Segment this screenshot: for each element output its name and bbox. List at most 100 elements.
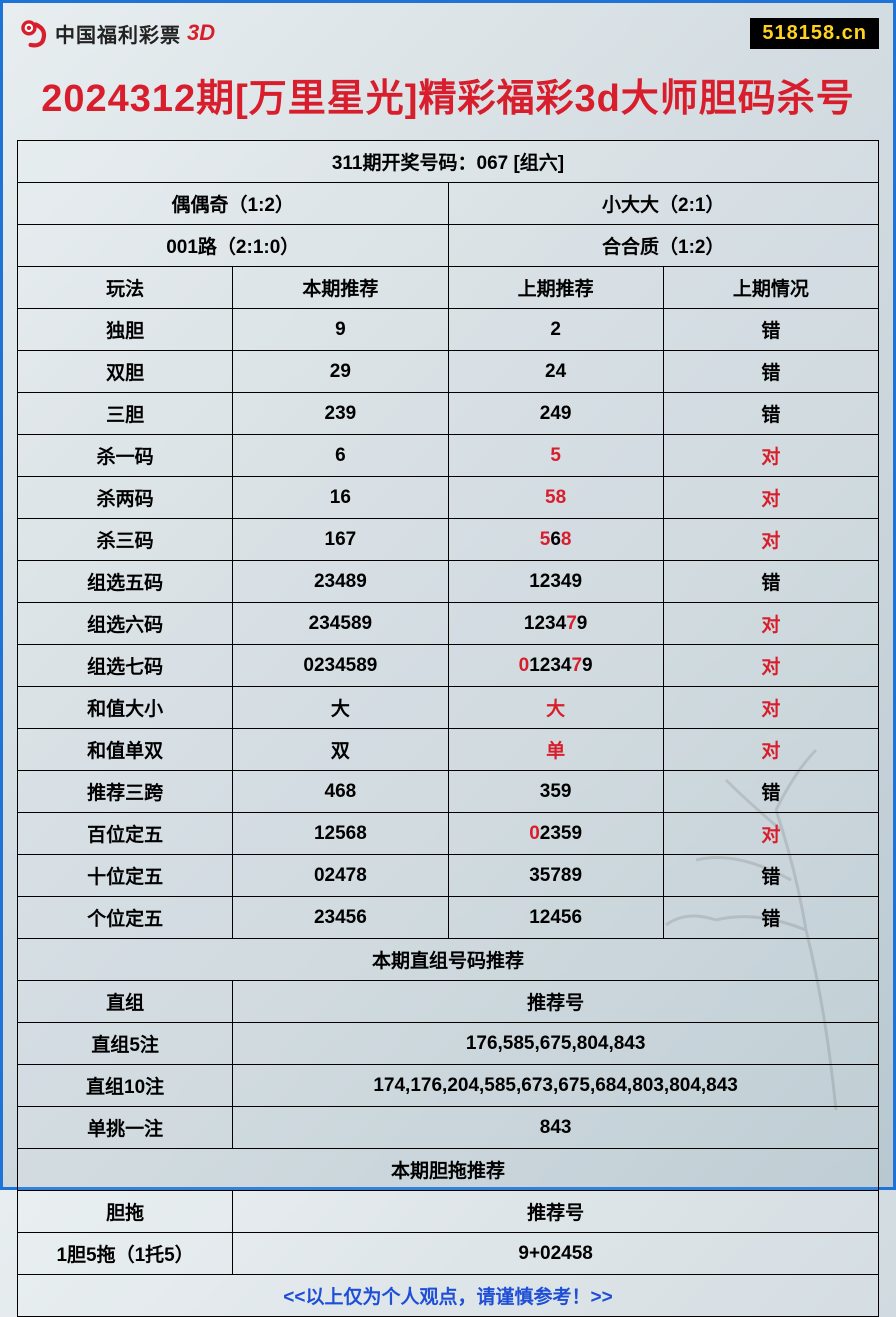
table-row: 独胆92错 <box>18 309 879 351</box>
col-header: 推荐号 <box>233 981 879 1023</box>
current-cell: 167 <box>233 519 448 561</box>
play-cell: 和值大小 <box>18 687 233 729</box>
current-cell: 239 <box>233 393 448 435</box>
table-row: 双胆2924错 <box>18 351 879 393</box>
play-cell: 组选七码 <box>18 645 233 687</box>
label-cell: 单挑一注 <box>18 1107 233 1149</box>
logo-block: 中国福利彩票 3D <box>17 16 215 50</box>
play-cell: 独胆 <box>18 309 233 351</box>
table-row: 十位定五0247835789错 <box>18 855 879 897</box>
status-cell: 错 <box>663 561 878 603</box>
play-cell: 组选五码 <box>18 561 233 603</box>
table-row: 直组10注174,176,204,585,673,675,684,803,804… <box>18 1065 879 1107</box>
col-header: 推荐号 <box>233 1191 879 1233</box>
prev-cell: 02359 <box>448 813 663 855</box>
prev-result-row: 311期开奖号码：067 [组六] <box>18 141 879 183</box>
table-row: 组选七码02345890123479对 <box>18 645 879 687</box>
table-row: 推荐三跨468359错 <box>18 771 879 813</box>
current-cell: 大 <box>233 687 448 729</box>
play-cell: 个位定五 <box>18 897 233 939</box>
label-cell: 1胆5拖（1托5） <box>18 1233 233 1275</box>
value-cell: 843 <box>233 1107 879 1149</box>
table-row: 杀三码167568对 <box>18 519 879 561</box>
table-row: 个位定五2345612456错 <box>18 897 879 939</box>
table-row: 组选五码2348912349错 <box>18 561 879 603</box>
prev-cell: 大 <box>448 687 663 729</box>
prev-cell: 单 <box>448 729 663 771</box>
status-cell: 错 <box>663 309 878 351</box>
play-cell: 双胆 <box>18 351 233 393</box>
page-title: 2024312期[万里星光]精彩福彩3d大师胆码杀号 <box>17 67 879 122</box>
main-table: 311期开奖号码：067 [组六] 偶偶奇（1:2） 小大大（2:1） 001路… <box>17 140 879 1317</box>
current-cell: 9 <box>233 309 448 351</box>
col-header: 胆拖 <box>18 1191 233 1233</box>
play-cell: 十位定五 <box>18 855 233 897</box>
current-cell: 0234589 <box>233 645 448 687</box>
play-cell: 推荐三跨 <box>18 771 233 813</box>
summary-cell: 小大大（2:1） <box>448 183 879 225</box>
section-header: 本期胆拖推荐 <box>18 1149 879 1191</box>
status-cell: 对 <box>663 687 878 729</box>
current-cell: 12568 <box>233 813 448 855</box>
status-cell: 错 <box>663 393 878 435</box>
prev-cell: 58 <box>448 477 663 519</box>
prev-cell: 123479 <box>448 603 663 645</box>
current-cell: 234589 <box>233 603 448 645</box>
play-cell: 杀三码 <box>18 519 233 561</box>
table-row: 1胆5拖（1托5）9+02458 <box>18 1233 879 1275</box>
status-cell: 错 <box>663 771 878 813</box>
site-badge: 518158.cn <box>750 18 879 49</box>
status-cell: 错 <box>663 897 878 939</box>
play-cell: 杀两码 <box>18 477 233 519</box>
prev-cell: 249 <box>448 393 663 435</box>
prev-cell: 24 <box>448 351 663 393</box>
play-cell: 组选六码 <box>18 603 233 645</box>
col-header: 本期推荐 <box>233 267 448 309</box>
summary-cell: 001路（2:1:0） <box>18 225 449 267</box>
table-row: 杀一码65对 <box>18 435 879 477</box>
value-cell: 9+02458 <box>233 1233 879 1275</box>
logo-text: 中国福利彩票 <box>55 19 181 48</box>
table-row: 三胆239249错 <box>18 393 879 435</box>
header: 中国福利彩票 3D 518158.cn <box>17 13 879 53</box>
play-cell: 和值单双 <box>18 729 233 771</box>
table-row: 百位定五1256802359对 <box>18 813 879 855</box>
value-cell: 176,585,675,804,843 <box>233 1023 879 1065</box>
current-cell: 16 <box>233 477 448 519</box>
status-cell: 对 <box>663 729 878 771</box>
col-header: 上期情况 <box>663 267 878 309</box>
current-cell: 29 <box>233 351 448 393</box>
lottery-logo-icon <box>17 16 51 50</box>
table-row: 组选六码234589123479对 <box>18 603 879 645</box>
table-row: 和值大小大大对 <box>18 687 879 729</box>
summary-cell: 合合质（1:2） <box>448 225 879 267</box>
status-cell: 对 <box>663 645 878 687</box>
current-cell: 02478 <box>233 855 448 897</box>
status-cell: 错 <box>663 855 878 897</box>
prev-cell: 568 <box>448 519 663 561</box>
play-cell: 杀一码 <box>18 435 233 477</box>
current-cell: 23489 <box>233 561 448 603</box>
prev-cell: 2 <box>448 309 663 351</box>
prev-cell: 12349 <box>448 561 663 603</box>
play-cell: 三胆 <box>18 393 233 435</box>
current-cell: 双 <box>233 729 448 771</box>
logo-3d-suffix: 3D <box>187 20 215 46</box>
label-cell: 直组5注 <box>18 1023 233 1065</box>
status-cell: 对 <box>663 435 878 477</box>
prev-cell: 35789 <box>448 855 663 897</box>
page-container: 中国福利彩票 3D 518158.cn 2024312期[万里星光]精彩福彩3d… <box>0 0 896 1190</box>
play-cell: 百位定五 <box>18 813 233 855</box>
table-row: 单挑一注843 <box>18 1107 879 1149</box>
table-row: 杀两码1658对 <box>18 477 879 519</box>
current-cell: 468 <box>233 771 448 813</box>
status-cell: 对 <box>663 477 878 519</box>
current-cell: 6 <box>233 435 448 477</box>
footer-note: <<以上仅为个人观点，请谨慎参考！>> <box>18 1275 879 1317</box>
status-cell: 对 <box>663 813 878 855</box>
col-header: 上期推荐 <box>448 267 663 309</box>
col-header: 玩法 <box>18 267 233 309</box>
table-row: 和值单双双单对 <box>18 729 879 771</box>
prev-cell: 12456 <box>448 897 663 939</box>
current-cell: 23456 <box>233 897 448 939</box>
